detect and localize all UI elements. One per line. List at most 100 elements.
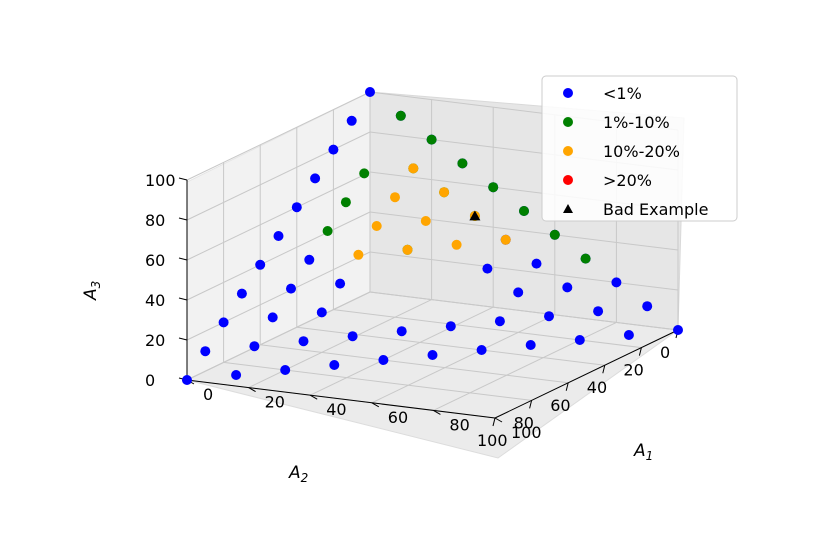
data-point-series0-2 xyxy=(280,365,291,375)
y-tick-mark-1 xyxy=(638,347,642,356)
grid-line-floor-a1-1 xyxy=(248,299,432,389)
data-point-series0-40 xyxy=(286,283,296,294)
legend-label-4: Bad Example xyxy=(603,200,708,219)
grid-line-wall2-h-0 xyxy=(186,291,371,381)
data-point-series1-3 xyxy=(488,182,499,193)
z-tick-label-0: 0 xyxy=(145,371,155,390)
y-tick-mark-2 xyxy=(602,365,606,374)
data-point-series1-4 xyxy=(519,206,529,216)
grid-line-wall2-h-5 xyxy=(186,91,371,181)
grid-line-floor-a2-3 xyxy=(260,344,569,384)
z-axis-title: A3 xyxy=(81,281,103,301)
legend-label-3: >20% xyxy=(603,171,652,190)
x-tick-mark-3 xyxy=(371,402,380,408)
y-tick-label-0: 0 xyxy=(660,343,670,362)
legend-marker-3 xyxy=(563,175,573,185)
data-point-series0-44 xyxy=(316,307,327,318)
grid-line-wall2-h-4 xyxy=(186,131,371,221)
grid-line-floor-a2-1 xyxy=(333,309,642,349)
y-tick-mark-4 xyxy=(529,400,533,409)
data-point-series1-7 xyxy=(322,226,333,236)
axis-lines xyxy=(186,180,679,419)
data-point-series0-19 xyxy=(273,231,284,241)
grid-line-wall2-h-3 xyxy=(186,171,371,261)
x-tick-label-2: 40 xyxy=(326,400,346,419)
z-tick-label-1: 20 xyxy=(145,331,165,350)
x-tick-mark-4 xyxy=(433,409,441,415)
data-point-series1-0 xyxy=(395,110,406,121)
data-points xyxy=(182,87,683,385)
y-tick-label-1: 20 xyxy=(623,361,643,380)
grid-line-floor-a2-4 xyxy=(223,361,532,401)
axis-panes xyxy=(185,91,685,459)
legend-label-0: <1% xyxy=(603,84,642,103)
legend-label-2: 10%-20% xyxy=(603,142,680,161)
data-point-series0-0 xyxy=(182,375,192,385)
y-tick-label-3: 60 xyxy=(550,396,570,415)
data-point-series0-3 xyxy=(329,360,340,370)
x-tick-mark-1 xyxy=(248,387,256,393)
grid-line-floor-a2-2 xyxy=(296,326,605,366)
data-point-series0-29 xyxy=(365,87,375,97)
y-tick-label-4: 80 xyxy=(514,413,534,432)
x-tick-mark-2 xyxy=(309,394,318,400)
data-point-series2-9 xyxy=(353,249,364,260)
data-point-series0-41 xyxy=(531,258,542,269)
z-tick-mark-3 xyxy=(178,257,188,261)
z-tick-label-2: 40 xyxy=(145,291,165,310)
grid-line-floor-a1-2 xyxy=(309,306,494,396)
data-point-series1-6 xyxy=(580,253,591,264)
data-point-series0-10 xyxy=(673,325,683,335)
grid-line-floor-a1-3 xyxy=(371,314,556,404)
z-tick-label-5: 100 xyxy=(145,171,176,190)
data-point-series0-7 xyxy=(525,340,536,350)
y-tick-mark-5 xyxy=(492,417,496,427)
data-point-series0-12 xyxy=(642,301,653,312)
data-point-series2-1 xyxy=(439,187,450,198)
data-point-series0-15 xyxy=(236,288,247,299)
data-point-series2-5 xyxy=(420,216,431,226)
grid-line-floor-a1-4 xyxy=(433,321,617,411)
legend-marker-0 xyxy=(563,88,573,98)
data-point-series0-46 xyxy=(335,278,346,289)
x-tick-label-4: 80 xyxy=(449,415,469,434)
grid-line-wall2-h-1 xyxy=(186,251,371,341)
data-point-series1-9 xyxy=(359,168,370,179)
data-point-series1-8 xyxy=(340,197,351,208)
data-point-series0-32 xyxy=(347,331,358,342)
z-tick-mark-5 xyxy=(178,177,188,181)
data-point-series1-2 xyxy=(457,158,468,169)
legend-marker-2 xyxy=(563,146,573,156)
z-tick-mark-1 xyxy=(178,337,188,341)
data-point-series0-30 xyxy=(249,341,260,352)
data-point-series2-8 xyxy=(402,244,413,255)
z-tick-label-3: 60 xyxy=(145,251,165,270)
data-point-series0-38 xyxy=(267,312,278,323)
x-tick-mark-5 xyxy=(494,417,503,423)
legend-frame xyxy=(541,75,738,222)
legend-label-1: 1%-10% xyxy=(603,113,670,132)
data-point-series0-34 xyxy=(445,321,456,332)
y-tick-label-5: 100 xyxy=(477,431,508,450)
data-point-series0-5 xyxy=(427,350,438,360)
x-axis-title: A1 xyxy=(633,441,653,463)
grid-line-wall1-h-1 xyxy=(369,251,679,291)
data-point-series0-4 xyxy=(378,355,389,365)
data-point-series0-47 xyxy=(482,263,493,274)
y-tick-mark-3 xyxy=(565,382,569,391)
grid-line-wall2-h-2 xyxy=(186,211,371,301)
data-point-series0-6 xyxy=(476,345,487,355)
z-tick-mark-2 xyxy=(178,297,188,301)
x-tick-label-3: 60 xyxy=(388,408,408,427)
data-point-series2-7 xyxy=(371,221,382,231)
data-point-series0-39 xyxy=(562,282,573,293)
data-point-series0-17 xyxy=(255,259,266,270)
legend-marker-1 xyxy=(563,117,573,127)
y-axis-title: A2 xyxy=(288,463,308,485)
data-point-series2-4 xyxy=(390,192,400,203)
x-tick-label-0: 0 xyxy=(203,385,213,404)
data-point-series0-42 xyxy=(304,254,315,265)
grid-line-wall1-h-2 xyxy=(369,211,679,251)
